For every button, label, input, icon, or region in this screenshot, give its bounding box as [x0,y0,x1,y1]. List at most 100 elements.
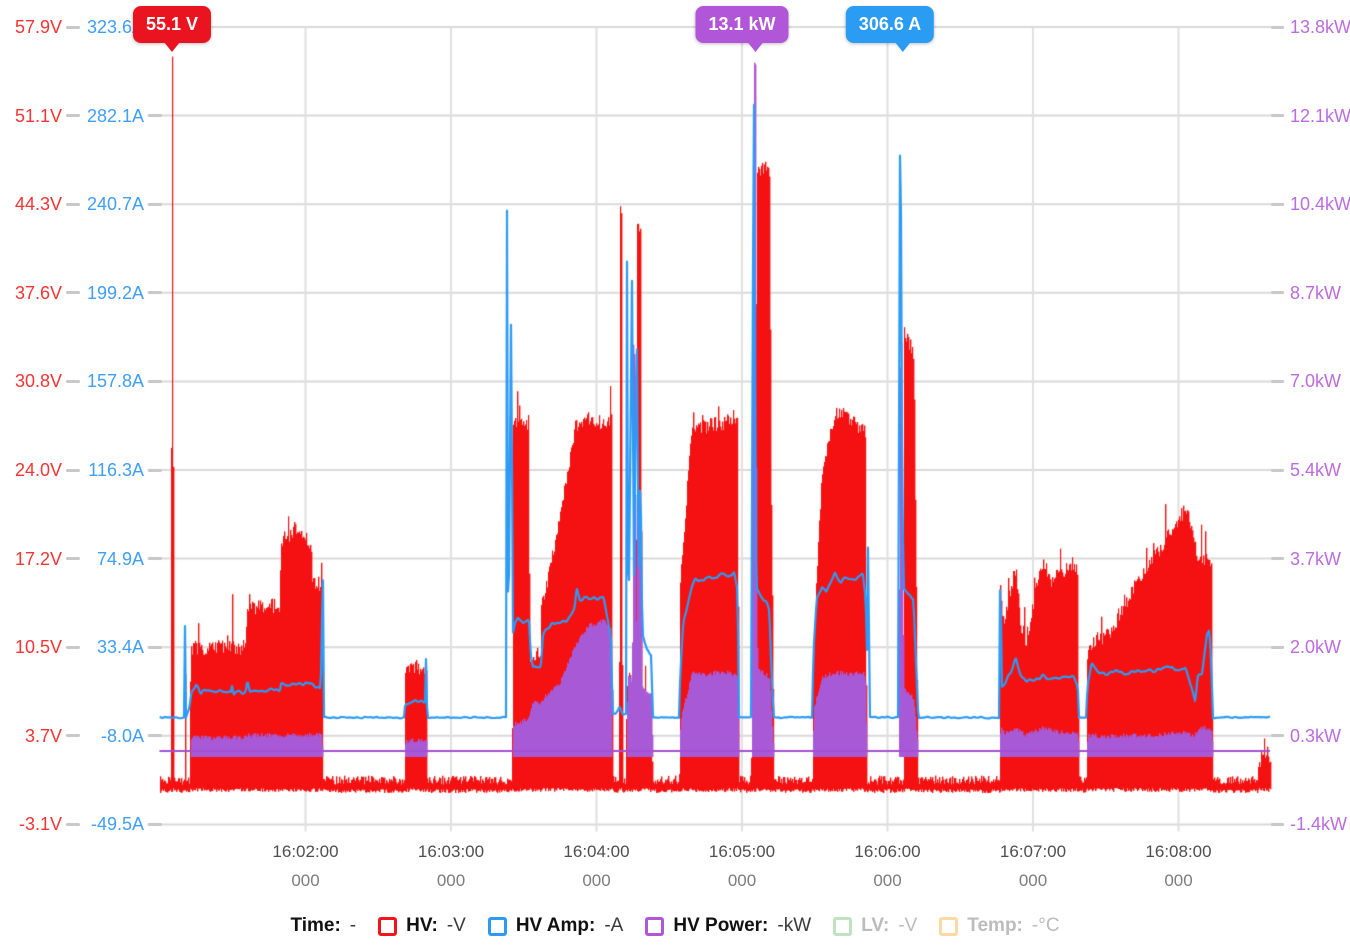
legend-value: -kW [777,915,812,936]
legend-item-time[interactable]: Time: - [290,915,356,937]
y-axis-left-row: 44.3V 240.7A [0,191,162,217]
legend-value: -A [604,915,624,936]
x-tick-label: 16:07:00 000 [1000,842,1066,891]
marker-hv-amp-value: 306.6 A [858,14,922,34]
x-tick-label: 16:03:00 000 [418,842,484,891]
tick-dash-icon [1271,202,1284,206]
voltage-tick-label: 30.8V [14,371,62,392]
power-tick-label: 0.3kW [1290,725,1342,746]
x-tick-milliseconds: 000 [873,871,902,890]
tick-dash-icon [66,557,80,561]
x-tick-time: 16:03:00 [417,842,485,861]
x-tick-label: 16:05:00 000 [709,842,775,891]
tick-dash-icon [1271,822,1284,826]
legend-value: -°C [1031,915,1060,936]
y-axis-left-row: 57.9V 323.6A [0,14,162,40]
power-tick-label: 2.0kW [1290,637,1342,658]
marker-hv-amp-badge: 306.6 A [845,6,935,52]
y-axis-right-row: 2.0kW [1271,634,1341,660]
legend-item-hv-power[interactable]: HV Power: -kW [645,915,811,937]
marker-pointer-icon [895,42,912,52]
marker-hv-power-value: 13.1 kW [708,14,776,34]
current-tick-label: 33.4A [96,637,144,658]
power-tick-label: 13.8kW [1290,17,1350,37]
legend-label: HV Amp: [515,915,596,936]
marker-pointer-icon [163,42,180,52]
tick-dash-icon [66,645,80,649]
tick-dash-icon [1271,291,1284,295]
voltage-tick-label: 10.5V [14,637,62,658]
current-tick-label: 323.6A [86,17,144,37]
legend-value: -V [898,915,918,936]
y-axis-right-row: 10.4kW [1271,191,1350,217]
power-tick-label: 5.4kW [1290,460,1342,480]
marker-hv-voltage-badge: 55.1 V [132,6,212,52]
tick-dash-icon [1271,645,1284,649]
x-tick-milliseconds: 000 [582,871,611,890]
tick-dash-icon [1271,557,1284,561]
voltage-tick-label: 3.7V [24,725,62,746]
legend-item-hv-amp[interactable]: HV Amp: -A [487,915,624,937]
legend-item-lv[interactable]: LV: -V [833,915,917,937]
tick-dash-icon [66,25,80,29]
x-tick-milliseconds: 000 [1018,871,1048,890]
current-tick-label: -49.5A [90,814,144,835]
x-tick-time: 16:02:00 [272,842,339,861]
current-tick-label: -8.0A [100,725,144,746]
y-axis-left-row: 10.5V 33.4A [0,634,162,660]
tick-dash-icon [66,468,80,472]
legend-item-temp[interactable]: Temp: -°C [939,915,1060,937]
legend-swatch-icon [487,916,507,936]
tick-dash-icon [66,202,80,206]
y-axis-left-row: 37.6V 199.2A [0,280,162,306]
legend-swatch-icon [378,916,398,936]
legend-value: -V [446,915,466,936]
tick-dash-icon [1271,734,1284,738]
y-axis-right-row: 7.0kW [1271,368,1341,394]
voltage-tick-label: 51.1V [14,105,62,126]
y-axis-right-row: 5.4kW [1271,457,1341,483]
legend-swatch-icon [939,916,959,936]
tick-dash-icon [148,734,162,738]
voltage-tick-label: 57.9V [14,17,62,37]
tick-dash-icon [148,379,162,383]
y-axis-left-row: 17.2V 74.9A [0,546,162,572]
current-tick-label: 74.9A [96,548,144,569]
current-tick-label: 157.8A [86,371,144,392]
voltage-tick-label: 44.3V [14,194,62,215]
tick-dash-icon [1271,114,1284,118]
x-tick-time: 16:04:00 [563,842,630,861]
x-tick-label: 16:02:00 000 [272,842,338,891]
power-tick-label: -1.4kW [1290,814,1348,835]
current-tick-label: 240.7A [86,194,144,215]
tick-dash-icon [148,557,162,561]
tick-dash-icon [148,468,162,472]
y-axis-left-row: 51.1V 282.1A [0,103,162,129]
x-tick-milliseconds: 000 [436,871,466,890]
legend-swatch-icon [833,916,853,936]
current-tick-label: 282.1A [86,105,144,126]
x-tick-milliseconds: 000 [291,871,320,890]
x-tick-time: 16:08:00 [1145,842,1212,861]
voltage-tick-label: 17.2V [14,548,62,569]
y-axis-left-row: -3.1V -49.5A [0,811,162,837]
tick-dash-icon [148,202,162,206]
legend-label: Temp: [967,915,1023,936]
x-tick-label: 16:06:00 000 [854,842,920,891]
legend-label: HV Power: [673,915,769,936]
current-tick-label: 199.2A [86,282,144,303]
tick-dash-icon [66,379,80,383]
tick-dash-icon [148,645,162,649]
tick-dash-icon [148,114,162,118]
voltage-tick-label: 37.6V [14,282,62,303]
voltage-tick-label: 24.0V [14,460,62,480]
tick-dash-icon [66,114,80,118]
y-axis-left-row: 3.7V -8.0A [0,723,162,749]
voltage-tick-label: -3.1V [18,814,62,835]
tick-dash-icon [148,291,162,295]
x-tick-milliseconds: 000 [727,871,757,890]
power-tick-label: 7.0kW [1290,371,1342,392]
legend-item-hv[interactable]: HV: -V [378,915,466,937]
